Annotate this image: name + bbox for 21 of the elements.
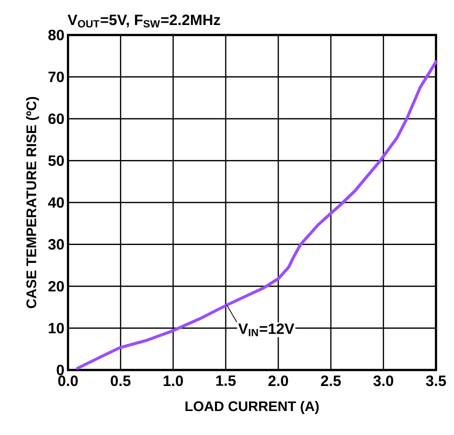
y-tick-label: 0 — [56, 364, 64, 376]
y-tick-label: 40 — [48, 197, 64, 208]
y-tick-label: 50 — [48, 155, 64, 166]
x-axis-title: LOAD CURRENT (A) — [186, 400, 319, 414]
y-tick-label: 10 — [48, 322, 64, 334]
x-tick-label: 2.0 — [268, 376, 288, 386]
y-tick-label: 80 — [48, 30, 64, 40]
x-tick-label: 2.5 — [320, 376, 341, 386]
x-tick-label: 1.0 — [164, 376, 183, 386]
x-tick-label: 0.5 — [110, 376, 131, 386]
y-tick-label: 30 — [48, 239, 64, 250]
chart-title: V$_{OUT}$=5V, F$_{SW}$=2.2MHz — [68, 14, 220, 28]
x-tick-label: 1.5 — [216, 376, 236, 386]
y-axis-title: CASE TEMPERATURE RISE (ºC) — [26, 96, 40, 308]
y-tick-label: 70 — [48, 72, 64, 82]
y-tick-label: 60 — [48, 113, 64, 124]
annotation: V$_{IN}$=12V — [238, 323, 294, 336]
x-tick-label: 0.0 — [58, 376, 78, 386]
y-tick-label: 20 — [48, 280, 64, 292]
x-tick-label: 3.5 — [426, 376, 446, 386]
x-tick-label: 3.0 — [373, 376, 394, 386]
